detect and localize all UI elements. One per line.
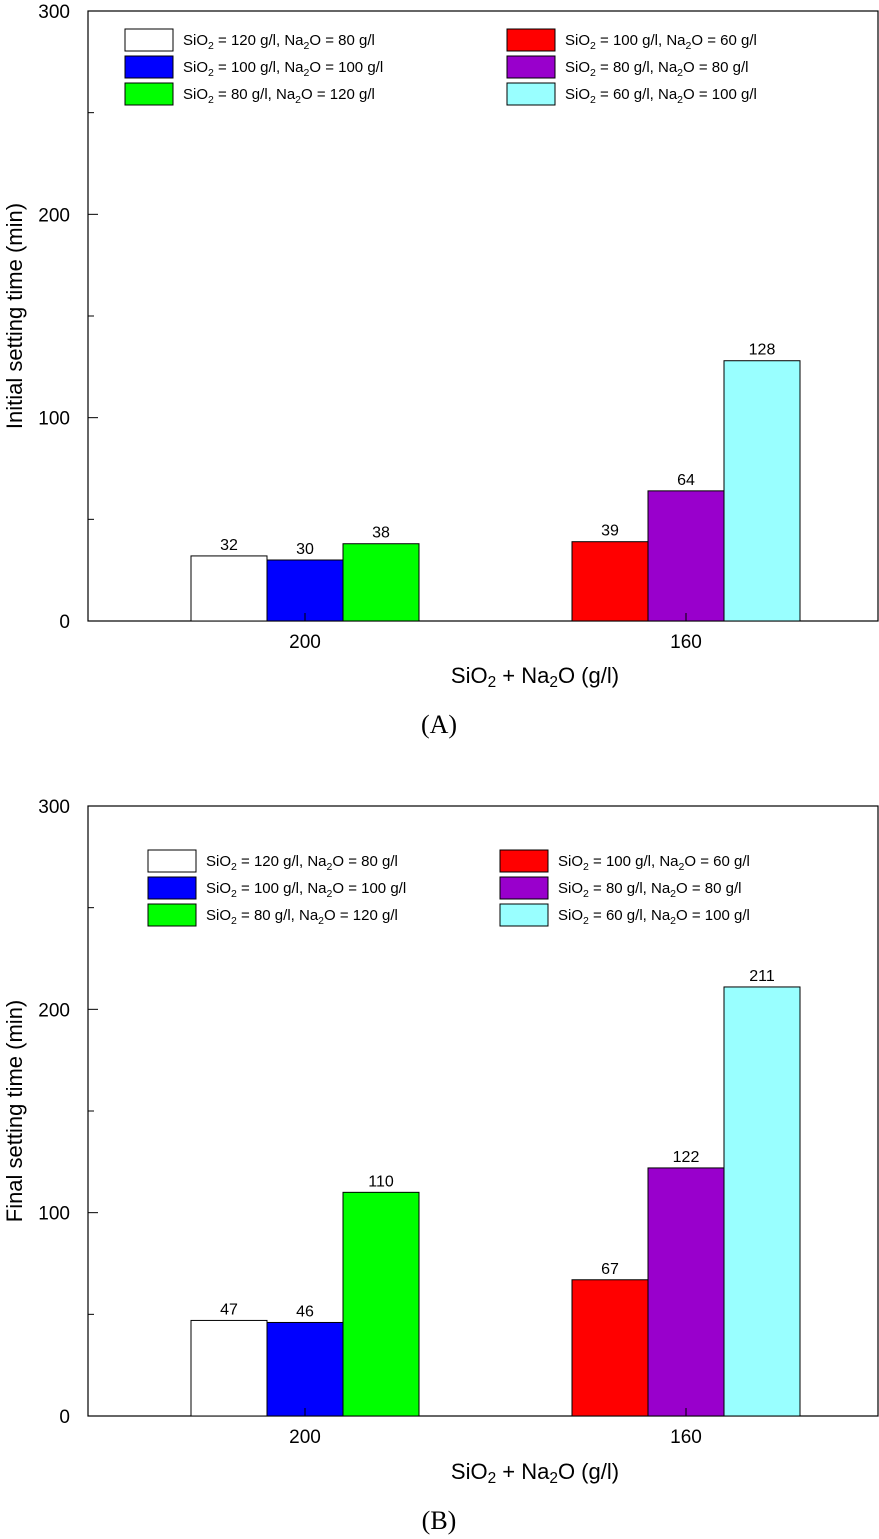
legend-swatch — [147, 903, 197, 927]
y-tick-label: 200 — [38, 1000, 70, 1021]
data-label: 38 — [372, 525, 390, 542]
legend-swatch — [499, 903, 549, 927]
data-label: 64 — [677, 472, 695, 489]
legend-swatch — [147, 876, 197, 900]
data-label: 30 — [296, 541, 314, 558]
legend-item: SiO2 = 100 g/l, Na2O = 60 g/l — [499, 849, 750, 873]
data-label: 39 — [601, 523, 619, 540]
legend-swatch — [499, 876, 549, 900]
data-label: 47 — [220, 1301, 238, 1318]
legend-item: SiO2 = 100 g/l, Na2O = 60 g/l — [506, 28, 757, 52]
bar — [571, 541, 649, 622]
legend-swatch — [499, 849, 549, 873]
y-tick-label: 100 — [38, 409, 70, 430]
panel-label: (B) — [422, 1506, 457, 1535]
legend-item: SiO2 = 120 g/l, Na2O = 80 g/l — [124, 28, 375, 52]
bar — [190, 1319, 268, 1417]
bar — [723, 360, 801, 622]
legend-label: SiO2 = 80 g/l, Na2O = 80 g/l — [558, 880, 741, 900]
y-axis-title: Initial setting time (min) — [2, 203, 27, 429]
y-tick-label: 300 — [38, 2, 70, 23]
legend-label: SiO2 = 100 g/l, Na2O = 100 g/l — [206, 880, 406, 900]
legend-item: SiO2 = 80 g/l, Na2O = 80 g/l — [506, 55, 748, 79]
x-tick-label: 200 — [289, 1427, 321, 1448]
legend-swatch — [124, 28, 174, 52]
x-tick-label: 200 — [289, 632, 321, 653]
y-tick-label: 0 — [59, 1407, 70, 1428]
legend-item: SiO2 = 80 g/l, Na2O = 120 g/l — [124, 82, 375, 106]
legend-item: SiO2 = 100 g/l, Na2O = 100 g/l — [124, 55, 383, 79]
data-label: 211 — [749, 968, 775, 985]
data-label: 67 — [601, 1261, 619, 1278]
legend-label: SiO2 = 80 g/l, Na2O = 80 g/l — [565, 59, 748, 79]
bar — [647, 1167, 725, 1417]
legend-label: SiO2 = 120 g/l, Na2O = 80 g/l — [183, 32, 375, 52]
data-label: 110 — [368, 1173, 394, 1190]
legend-label: SiO2 = 100 g/l, Na2O = 60 g/l — [558, 853, 750, 873]
legend-item: SiO2 = 60 g/l, Na2O = 100 g/l — [506, 82, 757, 106]
legend: SiO2 = 120 g/l, Na2O = 80 g/l SiO2 = 100 … — [124, 28, 757, 106]
x-axis-title: SiO2 + Na2O (g/l) — [451, 1459, 619, 1487]
x-axis-title: SiO2 + Na2O (g/l) — [451, 663, 619, 691]
legend-swatch — [506, 82, 556, 106]
legend-label: SiO2 = 80 g/l, Na2O = 120 g/l — [183, 86, 375, 106]
panel-label: (A) — [421, 710, 457, 739]
legend-swatch — [506, 28, 556, 52]
bar — [647, 490, 725, 622]
bar — [723, 986, 801, 1417]
legend-swatch — [506, 55, 556, 79]
bar — [342, 1191, 420, 1417]
legend-label: SiO2 = 80 g/l, Na2O = 120 g/l — [206, 907, 398, 927]
bar — [266, 559, 344, 622]
legend-label: SiO2 = 60 g/l, Na2O = 100 g/l — [565, 86, 757, 106]
legend-label: SiO2 = 100 g/l, Na2O = 100 g/l — [183, 59, 383, 79]
legend: SiO2 = 120 g/l, Na2O = 80 g/l SiO2 = 100 … — [147, 849, 750, 927]
chart-panel-b: 0 100 200 300 Final setting time (min) 47 46 11… — [2, 797, 879, 1535]
data-label: 32 — [220, 537, 238, 554]
legend-item: SiO2 = 80 g/l, Na2O = 120 g/l — [147, 903, 398, 927]
y-tick-label: 0 — [59, 612, 70, 633]
data-label: 122 — [673, 1149, 700, 1166]
bar — [190, 555, 268, 622]
legend-item: SiO2 = 120 g/l, Na2O = 80 g/l — [147, 849, 398, 873]
legend-item: SiO2 = 60 g/l, Na2O = 100 g/l — [499, 903, 750, 927]
y-tick-label: 100 — [38, 1204, 70, 1225]
bar — [266, 1321, 344, 1417]
legend-item: SiO2 = 80 g/l, Na2O = 80 g/l — [499, 876, 741, 900]
legend-item: SiO2 = 100 g/l, Na2O = 100 g/l — [147, 876, 406, 900]
legend-swatch — [124, 55, 174, 79]
legend-label: SiO2 = 120 g/l, Na2O = 80 g/l — [206, 853, 398, 873]
data-label: 46 — [296, 1303, 314, 1320]
legend-label: SiO2 = 60 g/l, Na2O = 100 g/l — [558, 907, 750, 927]
legend-swatch — [124, 82, 174, 106]
data-label: 128 — [749, 342, 776, 359]
legend-swatch — [147, 849, 197, 873]
bar — [342, 543, 420, 622]
x-tick-label: 160 — [670, 632, 702, 653]
x-tick-label: 160 — [670, 1427, 702, 1448]
legend-label: SiO2 = 100 g/l, Na2O = 60 g/l — [565, 32, 757, 52]
y-tick-label: 200 — [38, 205, 70, 226]
bar — [571, 1279, 649, 1417]
y-axis-title: Final setting time (min) — [2, 1000, 27, 1223]
y-tick-label: 300 — [38, 797, 70, 818]
chart-panel-a: 0 100 200 300 Initial setting time (min) 32 30… — [2, 2, 879, 739]
